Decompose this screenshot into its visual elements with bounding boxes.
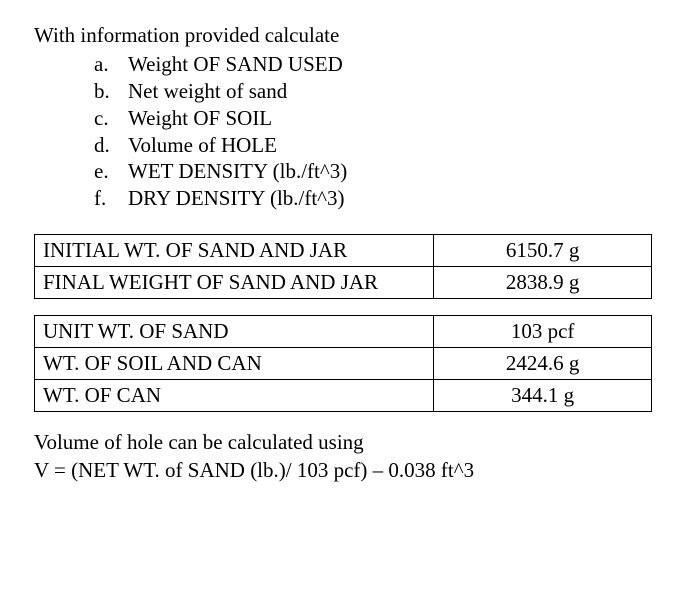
- table-label-cell: UNIT WT. OF SAND: [35, 315, 434, 347]
- footer-block: Volume of hole can be calculated using V…: [34, 428, 666, 485]
- table-row: FINAL WEIGHT OF SAND AND JAR 2838.9 g: [35, 267, 652, 299]
- footer-line: Volume of hole can be calculated using: [34, 428, 666, 456]
- list-item: b. Net weight of sand: [94, 78, 666, 105]
- table-value-cell: 6150.7 g: [434, 235, 652, 267]
- list-item: e. WET DENSITY (lb./ft^3): [94, 158, 666, 185]
- list-text: Weight OF SAND USED: [128, 51, 343, 78]
- list-marker: b.: [94, 78, 128, 105]
- table-label-cell: WT. OF SOIL AND CAN: [35, 347, 434, 379]
- list-item: a. Weight OF SAND USED: [94, 51, 666, 78]
- list-item: d. Volume of HOLE: [94, 132, 666, 159]
- table-row: WT. OF SOIL AND CAN 2424.6 g: [35, 347, 652, 379]
- page: With information provided calculate a. W…: [0, 0, 700, 506]
- table-label-cell: WT. OF CAN: [35, 379, 434, 411]
- list-text: WET DENSITY (lb./ft^3): [128, 158, 347, 185]
- list-marker: a.: [94, 51, 128, 78]
- table-row: WT. OF CAN 344.1 g: [35, 379, 652, 411]
- list-marker: d.: [94, 132, 128, 159]
- list-marker: c.: [94, 105, 128, 132]
- table-value-cell: 2424.6 g: [434, 347, 652, 379]
- intro-text: With information provided calculate: [34, 22, 666, 49]
- table-value-cell: 2838.9 g: [434, 267, 652, 299]
- table-label-cell: FINAL WEIGHT OF SAND AND JAR: [35, 267, 434, 299]
- table-row: UNIT WT. OF SAND 103 pcf: [35, 315, 652, 347]
- table-value-cell: 103 pcf: [434, 315, 652, 347]
- list-text: DRY DENSITY (lb./ft^3): [128, 185, 345, 212]
- list-marker: e.: [94, 158, 128, 185]
- data-table-1: INITIAL WT. OF SAND AND JAR 6150.7 g FIN…: [34, 234, 652, 299]
- data-table-2: UNIT WT. OF SAND 103 pcf WT. OF SOIL AND…: [34, 315, 652, 412]
- list-item: f. DRY DENSITY (lb./ft^3): [94, 185, 666, 212]
- question-list: a. Weight OF SAND USED b. Net weight of …: [34, 51, 666, 212]
- footer-formula: V = (NET WT. of SAND (lb.)/ 103 pcf) – 0…: [34, 456, 666, 484]
- list-text: Net weight of sand: [128, 78, 287, 105]
- list-text: Weight OF SOIL: [128, 105, 272, 132]
- list-text: Volume of HOLE: [128, 132, 277, 159]
- table-value-cell: 344.1 g: [434, 379, 652, 411]
- table-label-cell: INITIAL WT. OF SAND AND JAR: [35, 235, 434, 267]
- list-item: c. Weight OF SOIL: [94, 105, 666, 132]
- list-marker: f.: [94, 185, 128, 212]
- table-row: INITIAL WT. OF SAND AND JAR 6150.7 g: [35, 235, 652, 267]
